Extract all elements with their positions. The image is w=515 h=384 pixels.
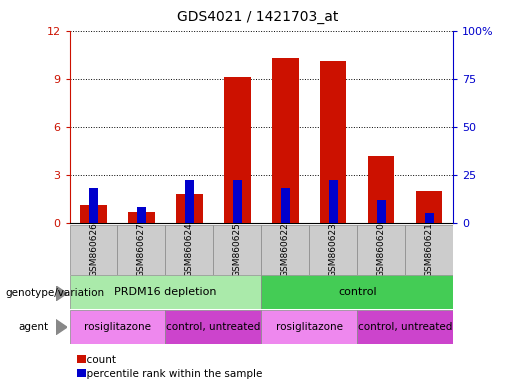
Bar — [128, 212, 154, 223]
Bar — [424, 213, 434, 223]
Bar — [416, 191, 442, 223]
Text: control: control — [338, 287, 376, 297]
Bar — [233, 180, 242, 223]
Bar — [310, 225, 357, 275]
Bar — [70, 275, 261, 309]
Bar — [77, 355, 87, 363]
Text: GSM860621: GSM860621 — [425, 222, 434, 277]
Bar — [261, 225, 310, 275]
Text: GSM860625: GSM860625 — [233, 222, 242, 277]
Bar — [281, 188, 290, 223]
Text: rosiglitazone: rosiglitazone — [84, 322, 151, 332]
Bar — [329, 180, 338, 223]
Bar — [376, 200, 386, 223]
Text: genotype/variation: genotype/variation — [5, 288, 104, 298]
Bar — [89, 188, 98, 223]
Bar — [70, 310, 165, 344]
Text: GSM860626: GSM860626 — [89, 222, 98, 277]
Bar — [165, 225, 213, 275]
Bar — [137, 207, 146, 223]
Text: GSM860623: GSM860623 — [329, 222, 338, 277]
Bar — [261, 310, 357, 344]
Bar — [357, 310, 453, 344]
Text: rosiglitazone: rosiglitazone — [276, 322, 343, 332]
Text: GDS4021 / 1421703_at: GDS4021 / 1421703_at — [177, 10, 338, 23]
Text: GSM860627: GSM860627 — [137, 222, 146, 277]
Text: GSM860622: GSM860622 — [281, 222, 290, 277]
Bar — [213, 225, 261, 275]
Text: GSM860620: GSM860620 — [377, 222, 386, 277]
Bar — [70, 225, 117, 275]
Bar — [117, 225, 165, 275]
Text: GSM860624: GSM860624 — [185, 222, 194, 277]
Bar — [368, 156, 394, 223]
Bar — [77, 369, 87, 377]
Text: percentile rank within the sample: percentile rank within the sample — [80, 369, 262, 379]
Text: PRDM16 depletion: PRDM16 depletion — [114, 287, 217, 297]
Bar — [272, 58, 299, 223]
Bar — [224, 77, 251, 223]
Bar — [357, 225, 405, 275]
Bar — [165, 310, 261, 344]
Text: count: count — [80, 355, 116, 365]
Bar — [176, 194, 202, 223]
Bar — [185, 180, 194, 223]
Polygon shape — [56, 319, 67, 335]
Text: agent: agent — [18, 322, 48, 332]
Bar — [80, 205, 107, 223]
Polygon shape — [56, 286, 67, 301]
Bar — [261, 275, 453, 309]
Bar — [405, 225, 453, 275]
Bar — [320, 61, 347, 223]
Text: control, untreated: control, untreated — [166, 322, 261, 332]
Text: control, untreated: control, untreated — [358, 322, 453, 332]
